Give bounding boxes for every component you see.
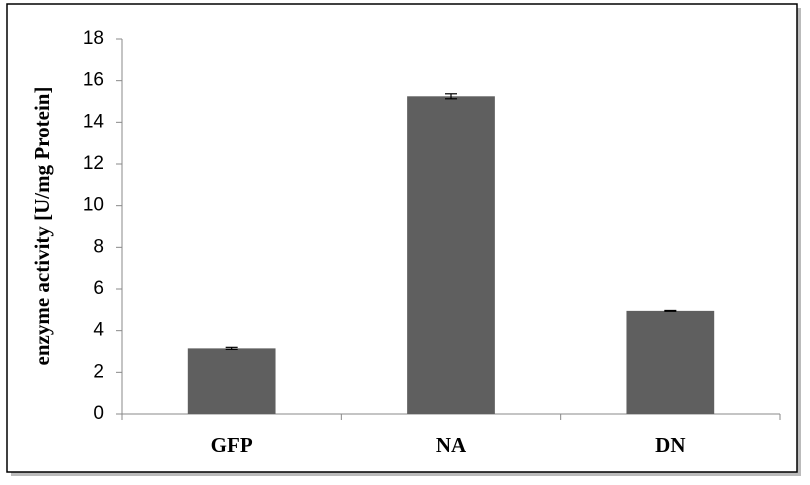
y-tick-label: 10 (83, 195, 104, 216)
error-bar (225, 346, 238, 351)
y-tick-label: 18 (83, 28, 104, 49)
y-tick-label: 16 (83, 70, 104, 91)
y-tick-label: 6 (93, 278, 104, 299)
y-tick-label: 8 (93, 236, 104, 257)
x-tick-label: NA (436, 433, 467, 457)
x-tick-label: DN (655, 433, 685, 457)
y-axis-label: enzyme activity [U/mg Protein] (30, 87, 54, 366)
x-tick-label: GFP (211, 433, 253, 457)
bar (626, 310, 715, 414)
y-tick-label: 4 (93, 320, 104, 341)
y-tick-label: 14 (83, 111, 105, 132)
y-tick-label: 2 (93, 361, 104, 382)
bar (187, 348, 276, 414)
error-bar (664, 309, 677, 312)
error-bar (445, 93, 457, 100)
y-tick-label: 12 (83, 153, 104, 174)
bar (407, 96, 495, 415)
y-tick-label: 0 (93, 403, 104, 424)
